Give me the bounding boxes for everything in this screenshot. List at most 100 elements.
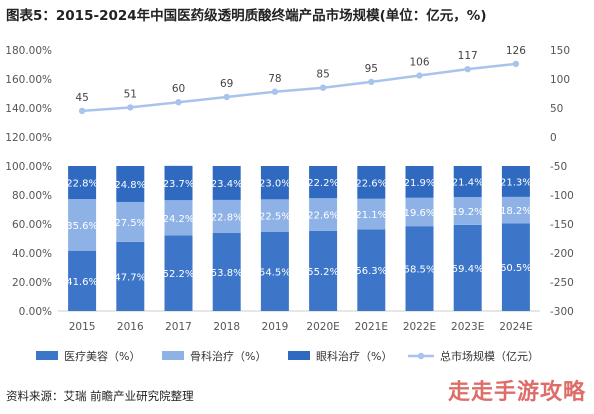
y-right-tick-label: 100 — [550, 74, 570, 86]
bar-data-label: 22.8% — [66, 179, 98, 190]
bar-data-label: 21.4% — [452, 178, 484, 189]
bar-data-label: 53.8% — [211, 268, 243, 279]
y-left-tick-label: 40.00% — [12, 248, 52, 260]
bar-data-label: 47.7% — [114, 272, 146, 283]
bar-segment — [405, 226, 434, 311]
bar-segment — [453, 224, 482, 311]
line-data-label: 45 — [75, 92, 88, 104]
bar-segment — [68, 166, 97, 200]
line-point — [175, 99, 182, 106]
y-right-tick-label: -250 — [550, 277, 574, 289]
legend-swatch — [162, 351, 184, 360]
bar-segment — [357, 229, 386, 311]
y-right-tick-label: 50 — [550, 103, 563, 115]
legend-label: 总市场规模（亿元） — [440, 349, 539, 363]
bar-data-label: 41.6% — [66, 277, 98, 288]
y-left-tick-label: 80.00% — [12, 190, 52, 202]
y-right-tick-label: -150 — [550, 219, 574, 231]
y-left-tick-label: 60.00% — [12, 219, 52, 231]
line-point — [319, 84, 327, 91]
source-note: 资料来源：艾瑞 前瞻产业研究院整理 — [6, 389, 194, 403]
bar-segment — [212, 232, 241, 311]
x-tick-label: 2019 — [262, 321, 289, 333]
legend-line-marker — [417, 352, 425, 360]
watermark-text: 走走手游攻略 — [447, 380, 586, 405]
bar-segment — [68, 250, 97, 311]
y-left-tick-label: 140.00% — [5, 103, 52, 115]
bar-segment — [164, 235, 193, 311]
bar-segment — [501, 223, 530, 311]
legend: 医疗美容（%） 骨科治疗（%） 眼科治疗（%） 总市场规模（亿元） — [36, 349, 539, 363]
bar-segment — [116, 241, 145, 311]
y-left-tick-label: 160.00% — [5, 74, 52, 86]
bar-segment — [164, 200, 193, 236]
bar-segment — [212, 166, 241, 200]
line-point — [223, 93, 230, 101]
x-tick-label: 2015 — [69, 321, 96, 333]
bar-segment — [212, 199, 241, 233]
bar-segment — [309, 230, 338, 311]
bar-data-label: 23.4% — [211, 179, 243, 190]
bar-data-label: 23.0% — [259, 179, 291, 190]
bar-data-label: 22.6% — [355, 178, 387, 189]
line-data-label: 69 — [220, 78, 233, 90]
bar-segment — [260, 231, 289, 311]
x-tick-label: 2020E — [306, 321, 339, 333]
axes-layer: 0.00% 20.00% 40.00% 60.00% 80.00% 100.00% 120.… — [5, 45, 574, 333]
y-left-tick-label: 20.00% — [12, 277, 52, 289]
line-point — [78, 107, 86, 115]
x-tick-label: 2017 — [165, 321, 192, 333]
bar-data-label: 35.6% — [66, 221, 98, 232]
legend-swatch — [288, 351, 310, 360]
y-right-tick-label: 150 — [550, 45, 570, 57]
line-point — [464, 65, 471, 73]
line-point — [368, 78, 375, 86]
legend-label: 医疗美容（%） — [64, 349, 140, 363]
bar-segment — [405, 166, 434, 198]
y-right-tick-label: 0 — [550, 132, 557, 144]
line-data-label: 85 — [316, 69, 329, 81]
y-right-tick-label: -100 — [550, 190, 574, 202]
line-data-label: 117 — [458, 50, 478, 62]
bar-data-label: 22.6% — [307, 211, 339, 222]
line-point — [416, 72, 423, 79]
bar-data-label: 24.8% — [114, 180, 146, 191]
bar-data-label: 23.7% — [163, 179, 195, 190]
bar-data-label: 59.4% — [452, 264, 484, 275]
bar-data-label: 52.2% — [163, 269, 195, 280]
bar-data-label: 24.2% — [163, 214, 195, 225]
line-point — [127, 104, 134, 111]
bar-data-label: 22.2% — [307, 178, 339, 189]
bar-data-label: 19.2% — [452, 207, 484, 218]
bar-data-label: 56.3% — [355, 266, 387, 277]
bar-data-label: 21.1% — [355, 210, 387, 221]
bar-segment — [357, 166, 386, 199]
line-data-label: 60 — [172, 83, 185, 95]
bars-layer: 41.6% 35.6% 22.8% 47.7% 27.5% 24.8% 52.2% 24.2%… — [66, 165, 532, 311]
bar-data-label: 55.2% — [307, 267, 339, 278]
x-tick-label: 2018 — [213, 321, 240, 333]
bar-data-label: 27.5% — [114, 218, 146, 229]
bar-data-label: 21.3% — [500, 177, 532, 188]
bar-segment — [453, 166, 482, 198]
y-right-tick-label: -50 — [550, 161, 567, 173]
bar-segment — [116, 201, 145, 242]
bar-segment — [501, 166, 530, 197]
x-tick-label: 2021E — [355, 321, 388, 333]
bar-data-label: 60.5% — [500, 263, 532, 274]
y-left-tick-label: 180.00% — [5, 45, 52, 57]
bar-segment — [309, 166, 338, 199]
line-layer: 45 51 60 69 78 85 95 106 117 126 — [75, 45, 526, 115]
x-tick-label: 2023E — [451, 321, 484, 333]
legend-label: 眼科治疗（%） — [316, 349, 392, 363]
x-tick-label: 2016 — [117, 321, 144, 333]
x-tick-label: 2022E — [403, 321, 436, 333]
line-data-label: 78 — [268, 73, 281, 85]
bar-data-label: 22.8% — [211, 212, 243, 223]
bar-data-label: 54.5% — [259, 267, 291, 278]
bar-data-label: 19.6% — [404, 208, 436, 219]
legend-swatch — [36, 351, 58, 360]
bar-data-label: 58.5% — [404, 265, 436, 276]
bar-segment — [405, 197, 434, 227]
